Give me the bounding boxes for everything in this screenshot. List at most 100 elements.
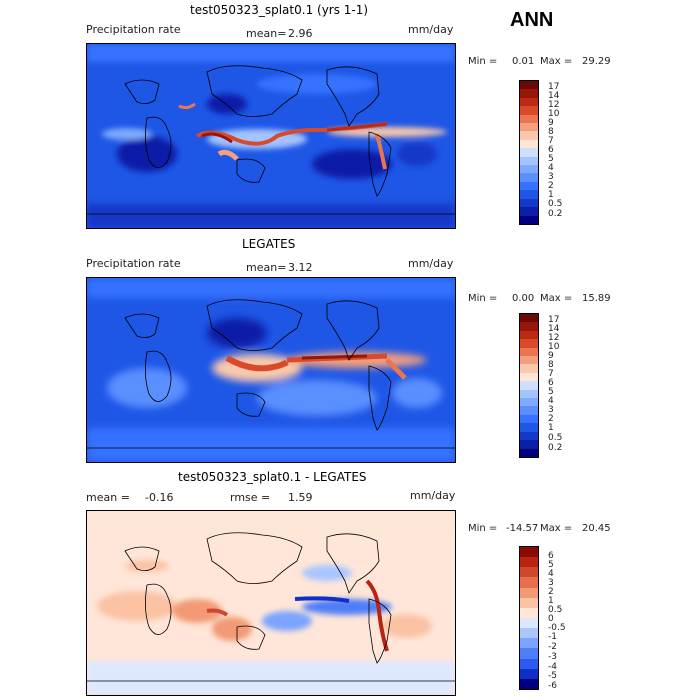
panel3-max: 20.45 [582, 523, 611, 534]
panel1-cbar-label: 17 [548, 82, 560, 92]
panel3-cbar-label: -1 [548, 632, 557, 642]
panel3-units: mm/day [410, 489, 456, 502]
panel2-colorbar [519, 313, 539, 458]
colorbar-swatch [520, 648, 538, 659]
panel1-cbar-label: 7 [548, 136, 554, 146]
colorbar-swatch [520, 414, 538, 424]
panel3-rmse-label: rmse = [230, 491, 271, 504]
panel3-cbar-label: -3 [548, 652, 557, 662]
panel2-max: 15.89 [582, 293, 611, 304]
panel1-units: mm/day [408, 23, 454, 36]
colorbar-swatch [520, 431, 538, 441]
colorbar-swatch [520, 173, 538, 182]
colorbar-swatch [520, 628, 538, 639]
colorbar-swatch [520, 406, 538, 415]
panel2-cbar-label: 9 [548, 351, 554, 361]
panel1-cbar-label: 8 [548, 127, 554, 137]
season-label: ANN [510, 9, 554, 31]
panel1-mean-label: mean= [246, 27, 287, 40]
panel1-cbar-label: 5 [548, 154, 554, 164]
panel2-cbar-label: 5 [548, 387, 554, 397]
panel2-title: LEGATES [242, 237, 296, 251]
panel3-mean-label: mean = [86, 491, 130, 504]
panel3-max-label: Max = [540, 523, 573, 534]
panel1-cbar-label: 6 [548, 145, 554, 155]
panel3-cbar-label: -0.5 [548, 623, 566, 633]
panel3-cbar-label: 3 [548, 578, 554, 588]
colorbar-swatch [520, 190, 538, 199]
colorbar-swatch [520, 322, 538, 331]
colorbar-swatch [520, 339, 538, 348]
colorbar-swatch [520, 577, 538, 588]
panel2-cbar-label: 17 [548, 315, 560, 325]
panel2-units: mm/day [408, 257, 454, 270]
panel3-cbar-label: 0 [548, 614, 554, 624]
panel3-map [86, 510, 456, 696]
panel3-cbar-label: -6 [548, 681, 557, 691]
panel2-variable: Precipitation rate [86, 257, 181, 270]
colorbar-swatch [520, 617, 538, 629]
panel2-min: 0.00 [512, 293, 535, 304]
colorbar-swatch [520, 607, 538, 618]
colorbar-swatch [520, 557, 538, 568]
colorbar-swatch [520, 389, 538, 399]
colorbar-swatch [520, 148, 538, 157]
panel3-title: test050323_splat0.1 - LEGATES [178, 470, 367, 484]
panel1-min: 0.01 [512, 56, 535, 67]
colorbar-swatch [520, 364, 538, 373]
colorbar-swatch [520, 423, 538, 432]
colorbar-swatch [520, 356, 538, 365]
panel3-cbar-label: 2 [548, 587, 554, 597]
panel3-min-label: Min = [468, 523, 498, 534]
panel1-title: test050323_splat0.1 (yrs 1-1) [190, 3, 369, 17]
colorbar-swatch [520, 448, 538, 457]
colorbar-swatch [520, 398, 538, 407]
colorbar-swatch [520, 440, 538, 449]
colorbar-swatch [520, 314, 538, 323]
panel1-cbar-label: 14 [548, 91, 560, 101]
colorbar-swatch [520, 139, 538, 149]
panel1-map [86, 43, 456, 229]
colorbar-swatch [520, 207, 538, 216]
colorbar-swatch [520, 81, 538, 90]
colorbar-swatch [520, 678, 538, 689]
colorbar-swatch [520, 106, 538, 115]
panel1-max-label: Max = [540, 56, 573, 67]
panel1-cbar-label: 12 [548, 100, 560, 110]
colorbar-swatch [520, 597, 538, 608]
panel2-cbar-label: 4 [548, 396, 554, 406]
panel1-variable: Precipitation rate [86, 23, 181, 36]
panel3-rmse-value: 1.59 [288, 491, 313, 504]
panel3-cbar-label: 5 [548, 560, 554, 570]
colorbar-swatch [520, 131, 538, 140]
panel3-cbar-label: 1 [548, 596, 554, 606]
panel3-colorbar [519, 546, 539, 690]
colorbar-swatch [520, 330, 538, 340]
colorbar-swatch [520, 587, 538, 598]
panel3-cbar-label: -4 [548, 662, 557, 672]
panel2-cbar-label: 12 [548, 333, 560, 343]
panel1-cbar-label: 4 [548, 163, 554, 173]
colorbar-swatch [520, 198, 538, 208]
panel2-mean-value: 3.12 [288, 261, 313, 274]
panel1-colorbar [519, 80, 539, 225]
panel3-mean-value: -0.16 [145, 491, 174, 504]
panel1-mean-value: 2.96 [288, 27, 313, 40]
colorbar-swatch [520, 658, 538, 669]
colorbar-swatch [520, 156, 538, 166]
panel2-cbar-label: 6 [548, 378, 554, 388]
colorbar-swatch [520, 215, 538, 224]
panel2-mean-label: mean= [246, 261, 287, 274]
colorbar-swatch [520, 547, 538, 558]
panel1-cbar-label: 9 [548, 118, 554, 128]
panel2-cbar-label: 0.2 [548, 443, 563, 453]
panel1-min-label: Min = [468, 56, 498, 67]
colorbar-swatch [520, 97, 538, 107]
panel1-cbar-label: 0.5 [548, 199, 563, 209]
panel2-cbar-label: 7 [548, 369, 554, 379]
panel3-cbar-label: 6 [548, 551, 554, 561]
panel2-cbar-label: 10 [548, 342, 560, 352]
panel1-cbar-label: 1 [548, 190, 554, 200]
panel1-cbar-label: 0.2 [548, 209, 563, 219]
colorbar-swatch [520, 165, 538, 174]
